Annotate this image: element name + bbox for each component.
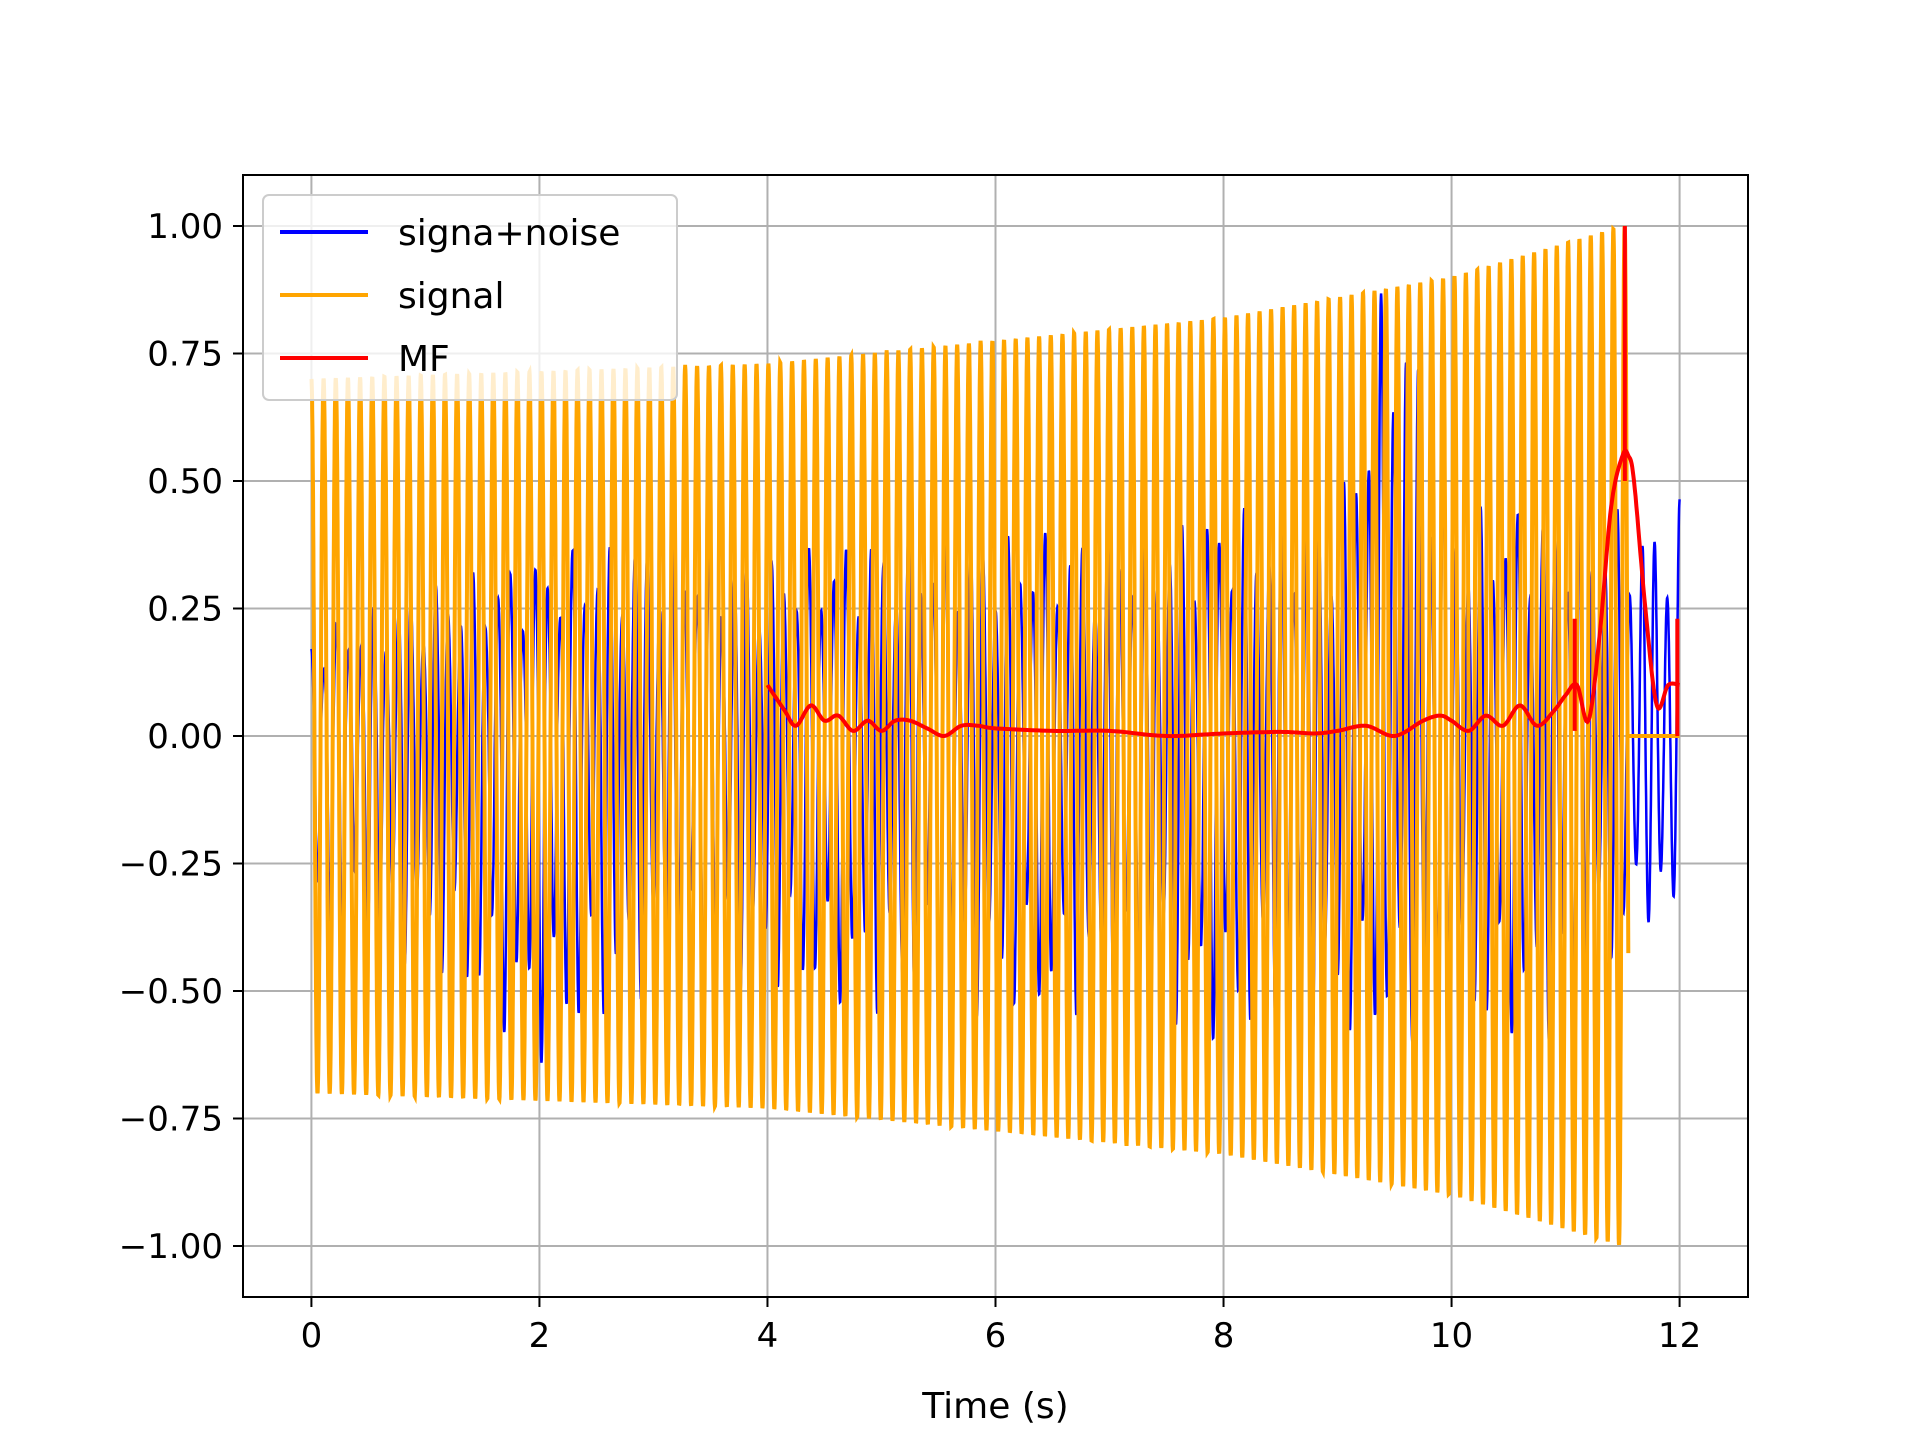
- x-tick-label: 10: [1430, 1316, 1473, 1356]
- legend-label-2: MF: [398, 339, 450, 380]
- y-tick-label: −0.25: [119, 845, 223, 885]
- x-tick-label: 8: [1213, 1316, 1235, 1356]
- x-tick-label: 12: [1658, 1316, 1701, 1356]
- legend-label-0: signa+noise: [398, 213, 620, 254]
- plot-area: [309, 224, 1681, 1246]
- y-tick-label: 0.75: [147, 335, 223, 375]
- x-tick-label: 4: [757, 1316, 779, 1356]
- series-mf-line: [765, 448, 1680, 739]
- y-tick-label: −0.75: [119, 1100, 223, 1140]
- y-tick-label: 0.50: [147, 462, 223, 502]
- legend: signa+noise signal MF: [262, 194, 678, 401]
- x-tick-label: 6: [985, 1316, 1007, 1356]
- y-tick-label: 1.00: [147, 207, 223, 247]
- x-tick-label: 0: [301, 1316, 323, 1356]
- y-tick-label: −0.50: [119, 972, 223, 1012]
- legend-label-1: signal: [398, 276, 505, 317]
- x-tick-label: 2: [529, 1316, 551, 1356]
- ticks: 0 2 4 6 8 10 12 1.00 0.75 0.50 0.25 0.00 −0.25 −0.50 −…: [119, 207, 1701, 1356]
- legend-box: [262, 194, 678, 401]
- y-tick-label: 0.00: [147, 717, 223, 757]
- y-tick-label: 0.25: [147, 590, 223, 630]
- series-signal-line: [309, 224, 1631, 1246]
- y-tick-label: −1.00: [119, 1227, 223, 1267]
- x-axis-label: Time (s): [921, 1386, 1068, 1427]
